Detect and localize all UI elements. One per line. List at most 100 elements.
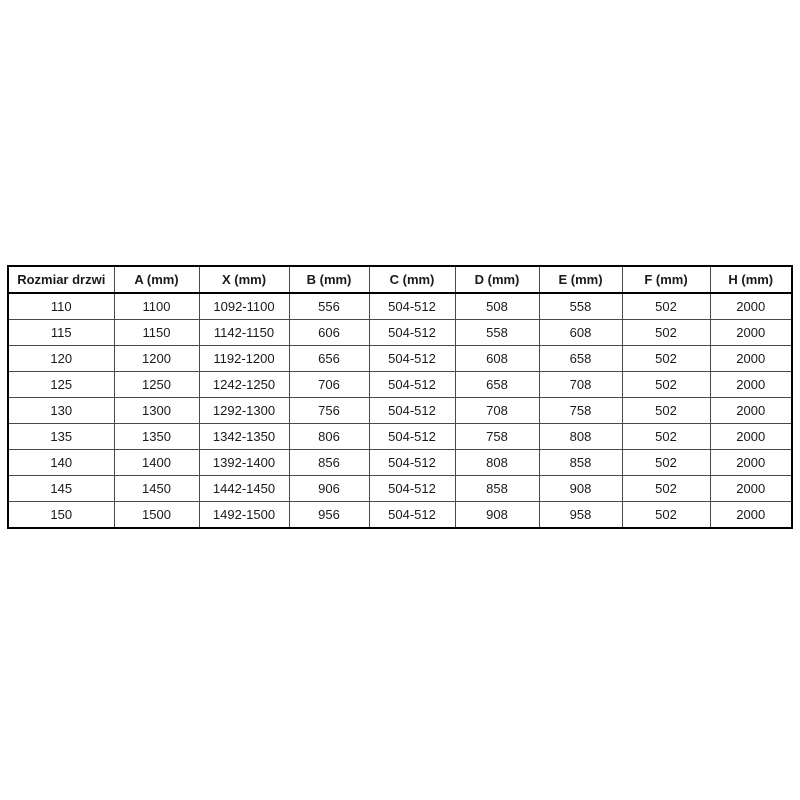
table-cell: 1392-1400 xyxy=(198,449,290,476)
table-cell: 608 xyxy=(538,319,623,346)
table-cell: 504-512 xyxy=(368,475,456,502)
table-cell: 1150 xyxy=(113,319,200,346)
table-cell: 1442-1450 xyxy=(198,475,290,502)
table-cell: 656 xyxy=(288,345,370,372)
table-cell: 502 xyxy=(621,292,711,320)
table-row: 125 1250 1242-1250 706 504-512 658 708 502 2000 xyxy=(7,371,793,398)
table-cell: 658 xyxy=(454,371,540,398)
column-header: C (mm) xyxy=(368,265,456,294)
column-header: F (mm) xyxy=(621,265,711,294)
table-cell: 1450 xyxy=(113,475,200,502)
table-cell: 502 xyxy=(621,423,711,450)
table-cell: 502 xyxy=(621,501,711,529)
column-header: X (mm) xyxy=(198,265,290,294)
table-cell: 2000 xyxy=(709,397,793,424)
table-row: 140 1400 1392-1400 856 504-512 808 858 502 2000 xyxy=(7,449,793,476)
table-cell: 115 xyxy=(7,319,115,346)
table-cell: 135 xyxy=(7,423,115,450)
table-cell: 504-512 xyxy=(368,292,456,320)
table-cell: 608 xyxy=(454,345,540,372)
column-header: E (mm) xyxy=(538,265,623,294)
table-cell: 856 xyxy=(288,449,370,476)
table-cell: 504-512 xyxy=(368,449,456,476)
table-cell: 504-512 xyxy=(368,423,456,450)
table-row: 145 1450 1442-1450 906 504-512 858 908 502 2000 xyxy=(7,475,793,502)
table-cell: 504-512 xyxy=(368,397,456,424)
table-cell: 140 xyxy=(7,449,115,476)
column-header: A (mm) xyxy=(113,265,200,294)
column-header: Rozmiar drzwi xyxy=(7,265,115,294)
table-cell: 658 xyxy=(538,345,623,372)
table-cell: 504-512 xyxy=(368,501,456,529)
table-cell: 2000 xyxy=(709,423,793,450)
column-header: B (mm) xyxy=(288,265,370,294)
table-cell: 1300 xyxy=(113,397,200,424)
table-cell: 956 xyxy=(288,501,370,529)
table-cell: 708 xyxy=(454,397,540,424)
table-cell: 502 xyxy=(621,371,711,398)
table-cell: 504-512 xyxy=(368,345,456,372)
table-cell: 908 xyxy=(538,475,623,502)
table-cell: 858 xyxy=(538,449,623,476)
table-cell: 706 xyxy=(288,371,370,398)
table-cell: 2000 xyxy=(709,371,793,398)
table-cell: 756 xyxy=(288,397,370,424)
table-row: 120 1200 1192-1200 656 504-512 608 658 502 2000 xyxy=(7,345,793,372)
table-cell: 1200 xyxy=(113,345,200,372)
table-cell: 758 xyxy=(538,397,623,424)
table-cell: 758 xyxy=(454,423,540,450)
table-cell: 556 xyxy=(288,292,370,320)
table-cell: 808 xyxy=(538,423,623,450)
table-cell: 145 xyxy=(7,475,115,502)
table-cell: 858 xyxy=(454,475,540,502)
table-cell: 110 xyxy=(7,292,115,320)
table-cell: 130 xyxy=(7,397,115,424)
table-cell: 1242-1250 xyxy=(198,371,290,398)
table-cell: 808 xyxy=(454,449,540,476)
table-cell: 2000 xyxy=(709,475,793,502)
table-cell: 502 xyxy=(621,319,711,346)
table-cell: 1192-1200 xyxy=(198,345,290,372)
column-header: H (mm) xyxy=(709,265,793,294)
table-cell: 1400 xyxy=(113,449,200,476)
table-cell: 1342-1350 xyxy=(198,423,290,450)
table-cell: 1292-1300 xyxy=(198,397,290,424)
table-row: 135 1350 1342-1350 806 504-512 758 808 502 2000 xyxy=(7,423,793,450)
table-cell: 606 xyxy=(288,319,370,346)
table-cell: 1100 xyxy=(113,292,200,320)
table-row: 115 1150 1142-1150 606 504-512 558 608 502 2000 xyxy=(7,319,793,346)
table-cell: 1350 xyxy=(113,423,200,450)
table-cell: 502 xyxy=(621,475,711,502)
table-cell: 2000 xyxy=(709,449,793,476)
table-cell: 125 xyxy=(7,371,115,398)
table-cell: 908 xyxy=(454,501,540,529)
table-cell: 502 xyxy=(621,397,711,424)
table-cell: 2000 xyxy=(709,319,793,346)
column-header: D (mm) xyxy=(454,265,540,294)
table-cell: 504-512 xyxy=(368,319,456,346)
table-cell: 906 xyxy=(288,475,370,502)
header-row: Rozmiar drzwi A (mm) X (mm) B (mm) C (mm) D (… xyxy=(7,265,793,294)
table-row: 150 1500 1492-1500 956 504-512 908 958 502 2000 xyxy=(7,501,793,529)
table-cell: 150 xyxy=(7,501,115,529)
table-cell: 558 xyxy=(538,292,623,320)
table-cell: 2000 xyxy=(709,501,793,529)
table-cell: 1250 xyxy=(113,371,200,398)
table-cell: 120 xyxy=(7,345,115,372)
table-cell: 502 xyxy=(621,449,711,476)
table-cell: 1500 xyxy=(113,501,200,529)
table-cell: 502 xyxy=(621,345,711,372)
door-size-spec-table: Rozmiar drzwi A (mm) X (mm) B (mm) C (mm) D (… xyxy=(7,265,793,529)
table-cell: 806 xyxy=(288,423,370,450)
table-cell: 558 xyxy=(454,319,540,346)
table-row: 110 1100 1092-1100 556 504-512 508 558 502 2000 xyxy=(7,292,793,320)
table-cell: 1492-1500 xyxy=(198,501,290,529)
table-cell: 2000 xyxy=(709,345,793,372)
table-cell: 708 xyxy=(538,371,623,398)
table-cell: 958 xyxy=(538,501,623,529)
table-body: 110 1100 1092-1100 556 504-512 508 558 502 2000 1… xyxy=(7,292,793,529)
table-cell: 1142-1150 xyxy=(198,319,290,346)
table-cell: 504-512 xyxy=(368,371,456,398)
table-cell: 1092-1100 xyxy=(198,292,290,320)
